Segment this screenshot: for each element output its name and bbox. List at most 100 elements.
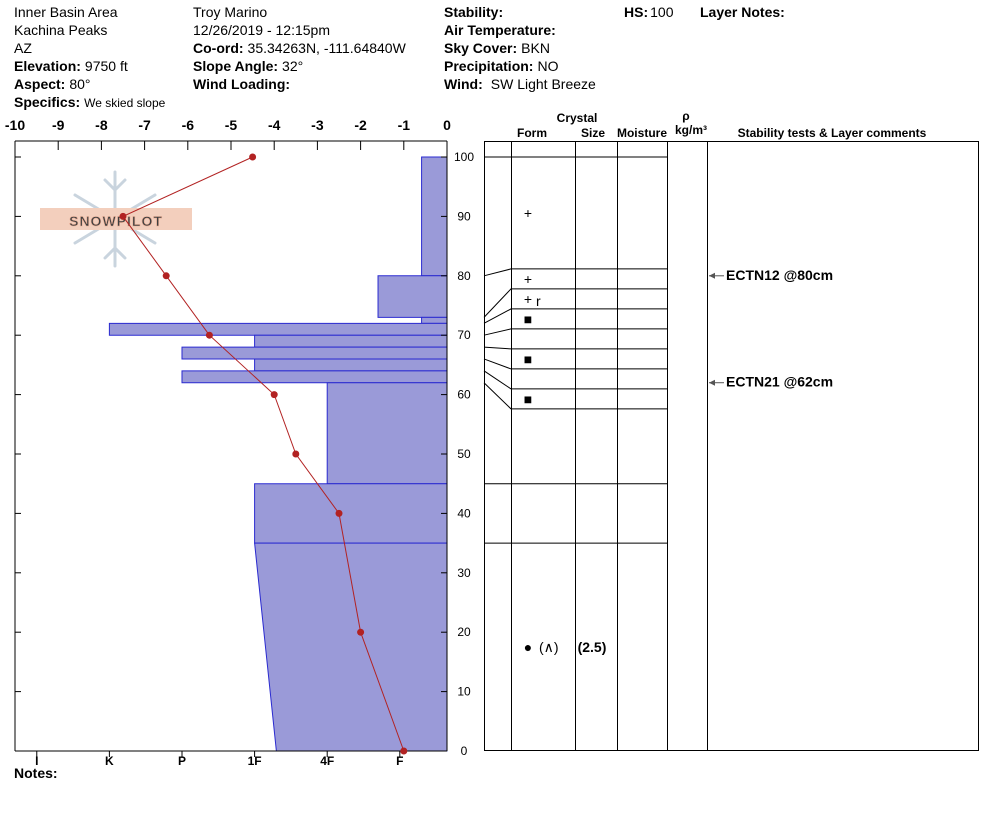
- x2-tick-label: K: [105, 754, 114, 768]
- y-tick-label: 10: [457, 685, 471, 699]
- x2-tick-label: 4F: [320, 754, 334, 768]
- field: Slope Angle: 32°: [193, 58, 303, 74]
- field: Aspect: 80°: [14, 76, 91, 92]
- label: Slope Angle:: [193, 58, 278, 74]
- hardness-layer: [181, 370, 448, 384]
- hardness-layer: [108, 322, 448, 336]
- column-header: Crystal: [557, 111, 598, 125]
- value: BKN: [521, 40, 550, 56]
- label: Elevation:: [14, 58, 81, 74]
- grain-form: +: [524, 291, 532, 307]
- x-tick-label: -1: [398, 117, 411, 133]
- y-tick-label: 60: [457, 388, 471, 402]
- stability-test: ECTN21 @62cm: [726, 374, 833, 390]
- field: Sky Cover: BKN: [444, 40, 550, 56]
- y-tick-label: 30: [457, 566, 471, 580]
- hardness-layer: [254, 542, 448, 752]
- grain-form: ●: [524, 639, 532, 655]
- x2-tick-label: I: [35, 754, 38, 768]
- secondary-grain-form: r: [536, 293, 541, 309]
- location: Inner Basin Area: [14, 4, 118, 20]
- table-frame: [484, 141, 979, 751]
- field: Elevation: 9750 ft: [14, 58, 128, 74]
- layer-boundary: [483, 328, 667, 336]
- logo: SNOWPILOT: [40, 170, 192, 268]
- value: 9750 ft: [85, 58, 128, 74]
- stability-test: ECTN12 @80cm: [726, 267, 833, 283]
- x-tick-label: -6: [182, 117, 195, 133]
- temperature-point: [400, 747, 408, 755]
- y-tick-label: 70: [457, 328, 471, 342]
- layer-boundary: [483, 308, 667, 324]
- observer: Troy Marino: [193, 4, 267, 20]
- x-tick-label: -10: [5, 117, 25, 133]
- label: Wind Loading:: [193, 76, 290, 92]
- value: 32°: [282, 58, 303, 74]
- value: NO: [537, 58, 558, 74]
- y-tick-label: 0: [461, 744, 468, 758]
- column-header: kg/m³: [675, 123, 707, 137]
- hardness-layer: [254, 334, 448, 348]
- temperature-point: [357, 628, 365, 636]
- grain-form: ■: [524, 391, 532, 407]
- location: AZ: [14, 40, 32, 56]
- x-tick-label: -2: [354, 117, 367, 133]
- y-tick-label: 20: [457, 625, 471, 639]
- test-arrow-head: [709, 379, 715, 386]
- datetime: 12/26/2019 - 12:15pm: [193, 22, 330, 38]
- hardness-layer: [254, 358, 448, 372]
- temperature-point: [119, 212, 127, 220]
- grain-form: ■: [524, 351, 532, 367]
- x-tick-label: -9: [52, 117, 65, 133]
- label: Sky Cover:: [444, 40, 517, 56]
- header: Inner Basin Area Kachina Peaks AZ Elevat…: [14, 4, 785, 110]
- label: Stability:: [444, 4, 503, 20]
- x-tick-label: -5: [225, 117, 238, 133]
- value: 80°: [69, 76, 90, 92]
- logo-text: SNOWPILOT: [69, 213, 163, 229]
- grain-form: ■: [524, 311, 532, 327]
- x-tick-label: -7: [138, 117, 151, 133]
- value: We skied slope: [84, 96, 165, 110]
- field: Precipitation: NO: [444, 58, 559, 74]
- value: 100: [650, 4, 674, 20]
- column-header: Form: [517, 126, 547, 140]
- grain-form: +: [524, 271, 532, 287]
- hardness-layer: [421, 316, 448, 324]
- temperature-point: [249, 153, 257, 161]
- location: Kachina Peaks: [14, 22, 107, 38]
- label: Wind:: [444, 76, 483, 92]
- layer-boundary: [483, 382, 667, 410]
- y-tick-label: 90: [457, 209, 471, 223]
- grain-form: +: [524, 205, 532, 221]
- y-tick-label: 40: [457, 506, 471, 520]
- temperature-point: [205, 331, 213, 339]
- x2-tick-label: F: [396, 754, 403, 768]
- hardness-layer: [326, 382, 448, 485]
- notes-label: Notes:: [14, 765, 58, 781]
- column-header: Stability tests & Layer comments: [738, 126, 927, 140]
- label: Aspect:: [14, 76, 65, 92]
- value: SW Light Breeze: [491, 76, 596, 92]
- label: HS:: [624, 4, 648, 20]
- y-tick-label: 50: [457, 447, 471, 461]
- hardness-layer: [181, 346, 448, 360]
- value: 35.34263N, -111.64840W: [248, 40, 407, 56]
- temperature-point: [335, 509, 343, 517]
- x-tick-label: -8: [95, 117, 108, 133]
- field: Specifics: We skied slope: [14, 94, 166, 110]
- layer-boundary: [483, 358, 667, 370]
- label: Co-ord:: [193, 40, 244, 56]
- label: Specifics:: [14, 94, 80, 110]
- layer-boundary: [483, 346, 667, 350]
- temperature-point: [162, 272, 170, 280]
- temperature-point: [270, 391, 278, 399]
- x-tick-label: -3: [311, 117, 324, 133]
- field: Wind: SW Light Breeze: [444, 76, 596, 92]
- temperature-point: [292, 450, 300, 458]
- layer-boundary: [483, 288, 667, 318]
- y-tick-label: 100: [454, 150, 474, 164]
- x-tick-label: 0: [443, 117, 451, 133]
